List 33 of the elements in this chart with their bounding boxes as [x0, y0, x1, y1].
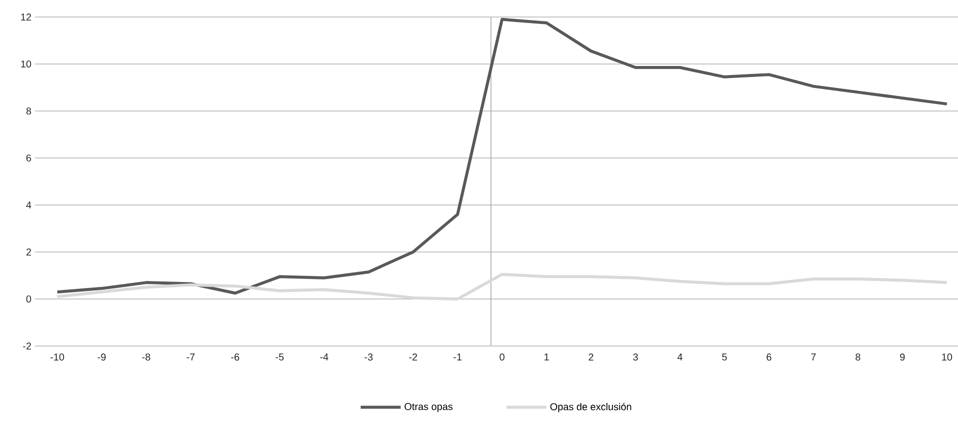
- x-tick-label: 1: [544, 354, 549, 360]
- x-tick-label: 9: [900, 354, 905, 361]
- y-tick-label: 4: [26, 202, 32, 208]
- x-tick-label: 8: [856, 354, 860, 361]
- y-tick-label: 0: [26, 295, 32, 303]
- x-tick-label: 10: [942, 354, 952, 361]
- x-tick-label: 0: [500, 354, 504, 361]
- y-tick-label: 12: [21, 14, 31, 20]
- x-tick-label: -5: [276, 354, 284, 360]
- x-tick-label: -1: [454, 354, 462, 360]
- x-tick-label: -3: [364, 354, 373, 361]
- x-tick-label: -8: [142, 354, 150, 361]
- x-tick-label: 5: [722, 354, 727, 360]
- x-tick-label: 2: [588, 354, 594, 360]
- line-series: [56, 18, 948, 295]
- line-series: [56, 272, 948, 300]
- y-tick-label: -2: [23, 342, 31, 350]
- legend-label: Otras opas: [404, 403, 453, 412]
- x-tick-label: -2: [409, 354, 418, 360]
- legend-label: Opas de exclusión: [550, 402, 632, 412]
- x-tick-label: -4: [320, 354, 328, 360]
- x-tick-label: -6: [231, 354, 240, 361]
- y-tick-label: 10: [21, 60, 32, 68]
- y-tick-label: 8: [26, 107, 32, 115]
- x-tick-label: 3: [633, 354, 638, 361]
- y-tick-label: 2: [26, 248, 31, 256]
- x-tick-label: 4: [677, 354, 682, 360]
- x-tick-label: 6: [766, 354, 772, 361]
- x-tick-label: -7: [186, 354, 195, 360]
- x-tick-label: 7: [811, 354, 816, 360]
- x-tick-label: -9: [98, 354, 106, 361]
- y-tick-label: 6: [26, 154, 32, 162]
- x-tick-label: -10: [50, 354, 64, 361]
